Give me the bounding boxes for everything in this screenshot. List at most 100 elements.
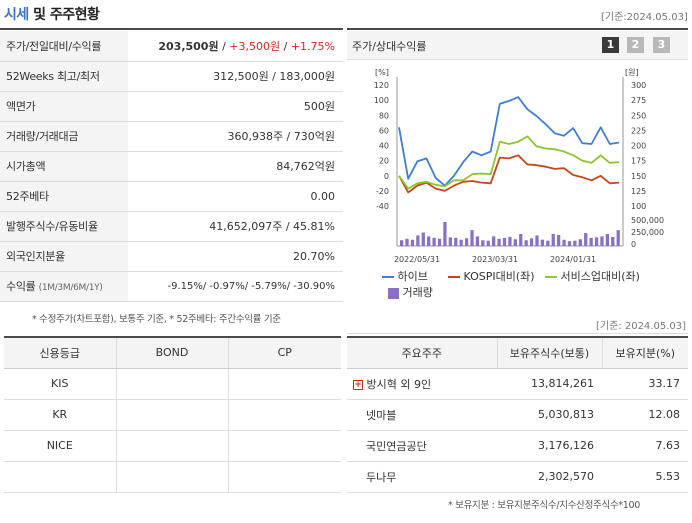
agency: KIS — [4, 368, 117, 400]
chart-tab-1[interactable]: 1 — [602, 37, 619, 53]
volume-bar — [443, 222, 447, 246]
footnote: * 보유지분 : 보유지분주식수/지수산정주식수*100 — [448, 500, 641, 511]
volume-bar — [432, 237, 436, 246]
table-header: 신용등급 BOND CP — [4, 338, 341, 369]
stat-label: 발행주식수/유동비율 — [0, 211, 128, 242]
volume-bar — [437, 238, 442, 246]
holder-name: + 방시혁 외 9인 — [347, 368, 497, 400]
stat-value: -9.15%/ -0.97%/ -5.79%/ -30.90% — [128, 271, 343, 302]
x-tick-label: 2024/01/31 — [550, 255, 596, 264]
volume-bar — [421, 232, 425, 246]
volume-bar — [600, 236, 604, 246]
stat-label: 시가총액 — [0, 151, 128, 182]
standard-date: [기준:2024.05.03] — [601, 12, 688, 23]
y-tick-label: -20 — [376, 187, 389, 196]
legend-service: 서비스업대비(좌) — [545, 268, 640, 284]
volume-bar — [502, 237, 507, 246]
volume-tick-label: 500,000 — [631, 216, 664, 225]
chart-title: 주가/상대수익률 — [352, 40, 427, 53]
stat-label: 52Weeks 최고/최저 — [0, 61, 128, 92]
stat-value: 41,652,097주 / 45.81% — [128, 211, 343, 242]
holder-name: 넷마블 — [347, 399, 497, 431]
x-tick-label: 2022/05/31 — [394, 255, 440, 264]
table-row: 국민연금공단 3,176,126 7.63 — [347, 430, 688, 462]
table-row: 52Weeks 최고/최저 312,500원 / 183,000원 — [0, 61, 343, 92]
legend-hybe: 하이브 — [382, 268, 428, 284]
volume-bar — [546, 240, 550, 246]
stat-label: 거래량/거래대금 — [0, 121, 128, 152]
bond-rating — [116, 430, 229, 462]
holder-shares: 5,030,813 — [497, 399, 602, 431]
standard-date: [기준: 2024.05.03] — [596, 321, 687, 332]
expand-icon[interactable]: + — [353, 379, 363, 390]
y-right-tick-label: 125 — [631, 187, 646, 196]
volume-bar — [410, 239, 415, 246]
volume-bar — [535, 235, 539, 246]
agency — [4, 461, 117, 493]
y-tick-label: 60 — [379, 126, 389, 135]
page-title: 시세 및 주주현황 — [4, 7, 100, 23]
table-row: 거래량/거래대금 360,938주 / 730억원 — [0, 121, 343, 152]
stock-chart: [%] [원]120100806040200-20-403002752502252… — [374, 68, 664, 264]
y-right-tick-label: 250 — [631, 111, 646, 120]
divider — [347, 336, 688, 338]
y-right-tick-label: 200 — [631, 142, 646, 151]
volume-bar — [551, 234, 555, 246]
y-tick-label: 40 — [379, 142, 389, 151]
credit-rating-table: 신용등급 BOND CP KIS KR NICE — [4, 338, 341, 493]
volume-bar — [589, 237, 593, 246]
column-header: 보유지분(%) — [602, 338, 688, 369]
stat-value: 20.70% — [128, 241, 343, 272]
volume-bar — [573, 240, 577, 246]
footnote: * 수정주가(차트포함), 보통주 기준, * 52주베타: 주간수익률 기준 — [32, 314, 281, 325]
y-right-tick-label: 100 — [631, 202, 646, 211]
table-row: 시가총액 84,762억원 — [0, 151, 343, 182]
volume-bar — [578, 239, 582, 246]
left-axis-unit: [%] — [375, 68, 389, 77]
table-row: NICE — [4, 430, 341, 462]
volume-bar — [611, 236, 615, 246]
y-tick-label: 20 — [379, 157, 389, 166]
divider — [4, 336, 341, 338]
stat-label: 52주베타 — [0, 181, 128, 212]
volume-bar — [594, 237, 599, 246]
volume-bar — [562, 239, 566, 246]
y-tick-label: 80 — [379, 111, 389, 120]
x-tick-label: 2023/03/31 — [472, 255, 518, 264]
table-row: 액면가 500원 — [0, 91, 343, 122]
stock-summary-table: 주가/전일대비/수익률 203,500원 / +3,500원 / +1.75% … — [0, 31, 343, 302]
volume-bar — [540, 239, 545, 246]
divider — [347, 28, 688, 30]
chart-tab-2[interactable]: 2 — [627, 37, 644, 53]
table-row: 외국인지분율 20.70% — [0, 241, 343, 272]
holder-shares: 3,176,126 — [497, 430, 602, 462]
cp-rating — [228, 368, 341, 400]
volume-bar — [459, 239, 463, 246]
bond-rating — [116, 368, 229, 400]
volume-bar — [475, 236, 480, 246]
volume-bar — [584, 233, 588, 246]
stat-label: 액면가 — [0, 91, 128, 122]
stat-value: 0.00 — [128, 181, 343, 212]
shareholders-table: 주요주주 보유주식수(보통) 보유지분(%) + 방시혁 외 9인 13,814… — [347, 338, 688, 493]
table-row — [4, 461, 341, 493]
volume-tick-label: 0 — [631, 240, 636, 249]
holder-name: 두나무 — [347, 461, 497, 493]
table-row: 52주베타 0.00 — [0, 181, 343, 212]
bond-rating — [116, 399, 229, 431]
bond-rating — [116, 461, 229, 493]
volume-bar — [508, 236, 512, 246]
volume-bar — [492, 236, 496, 246]
y-tick-label: 0 — [384, 172, 389, 181]
legend-volume: 거래량 — [388, 284, 433, 300]
stat-label: 외국인지분율 — [0, 241, 128, 272]
holder-pct: 33.17 — [602, 368, 688, 400]
cp-rating — [228, 461, 341, 493]
series-line-1 — [398, 154, 620, 194]
chart-tab-3[interactable]: 3 — [653, 37, 670, 53]
legend-line-icon — [448, 276, 460, 278]
holder-pct: 5.53 — [602, 461, 688, 493]
right-axis-unit: [원] — [625, 68, 639, 77]
y-right-tick-label: 175 — [631, 157, 646, 166]
y-right-tick-label: 300 — [631, 81, 646, 90]
